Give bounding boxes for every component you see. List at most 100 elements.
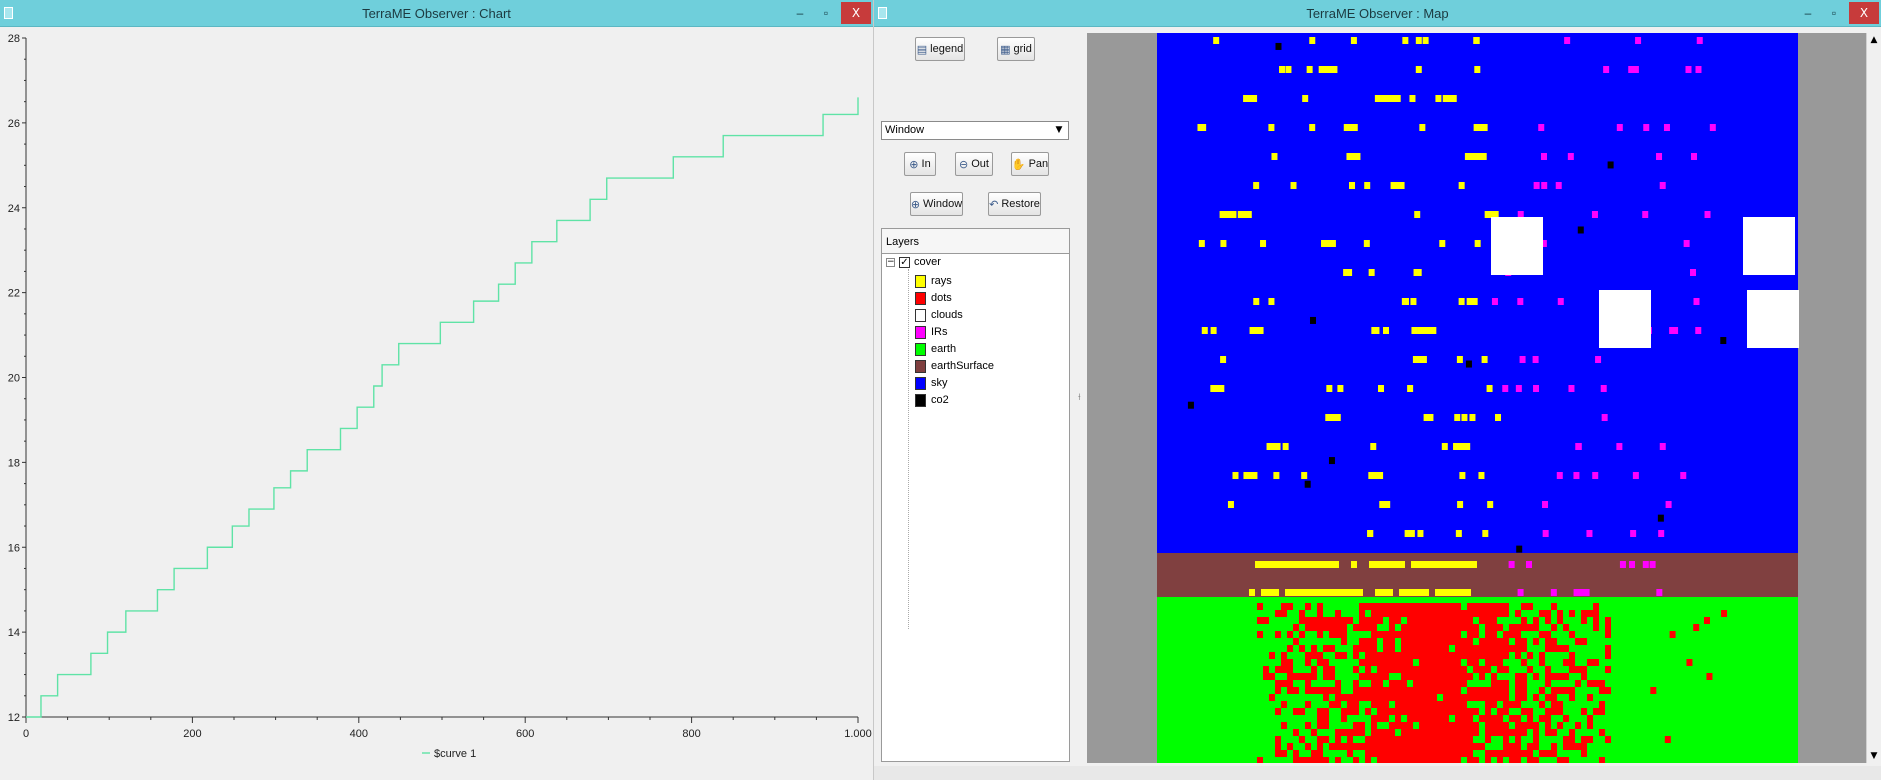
ray-cell [1197,124,1204,131]
earth-region [1157,597,1798,763]
dot-cell [1455,638,1461,645]
dot-cell [1485,666,1491,673]
dot-cell [1317,652,1323,659]
dot-cell [1317,687,1323,694]
zoom-in-button[interactable]: ⊕ In [904,152,936,176]
scroll-down-icon[interactable]: ▼ [1870,751,1878,761]
collapse-icon[interactable]: − [886,256,895,267]
layer-item-dots[interactable]: dots [915,290,952,306]
layer-checkbox[interactable]: ✓ [899,256,910,268]
close-button[interactable]: X [1849,2,1879,24]
dot-cell [1425,631,1431,638]
dot-cell [1425,617,1431,624]
layer-tree-root[interactable]: − ✓ cover [886,256,941,268]
dot-cell [1569,652,1575,659]
legend-button[interactable]: ▤ legend [915,37,965,61]
dot-cell [1551,687,1557,694]
layer-item-rays[interactable]: rays [915,273,952,289]
ray-cell [1447,561,1453,568]
layer-item-IRs[interactable]: IRs [915,324,948,340]
restore-button[interactable]: ↶ Restore [988,192,1041,216]
window-menu-icon[interactable] [4,7,13,19]
dot-cell [1425,624,1431,631]
ray-cell [1383,327,1390,334]
dot-cell [1563,743,1569,750]
zoom-mode-select[interactable]: Window ▼ [881,121,1069,140]
dot-cell [1323,666,1329,673]
dot-cell [1533,694,1539,701]
ray-cell [1459,561,1465,568]
dot-cell [1455,694,1461,701]
close-button[interactable]: X [841,2,871,24]
minimize-button[interactable]: – [1804,6,1812,20]
dot-cell [1347,617,1353,624]
ray-cell [1285,66,1292,73]
ray-cell [1386,95,1401,102]
dot-cell [1407,743,1413,750]
ir-cell [1649,561,1656,568]
dot-cell [1365,603,1371,610]
layer-item-earth[interactable]: earth [915,341,956,357]
dot-cell [1383,750,1389,757]
chevron-down-icon[interactable]: ▼ [1055,125,1063,135]
dot-cell [1377,603,1383,610]
restore-window-button[interactable]: ▫ [823,6,829,20]
dot-cell [1563,624,1569,631]
dot-cell [1545,673,1551,680]
dot-cell [1485,715,1491,722]
zoom-out-button[interactable]: ⊖ Out [955,152,993,176]
zoom-window-button[interactable]: ⊕ Window [910,192,963,216]
dot-cell [1497,666,1503,673]
layer-item-earthSurface[interactable]: earthSurface [915,358,994,374]
dot-cell [1491,694,1497,701]
dot-cell [1515,624,1521,631]
dot-cell [1545,715,1551,722]
grid-button[interactable]: ▦ grid [997,37,1035,61]
dot-cell [1281,603,1287,610]
ray-cell [1350,37,1357,44]
dot-cell [1419,680,1425,687]
splitter-handle-icon[interactable]: ⟊ [1078,392,1081,403]
dot-cell [1329,631,1335,638]
ray-cell [1243,472,1258,479]
ir-cell [1658,530,1665,537]
ray-cell [1381,561,1387,568]
dot-cell [1359,687,1365,694]
map-canvas[interactable] [1087,33,1866,763]
dot-cell [1515,750,1521,757]
layer-item-clouds[interactable]: clouds [915,307,963,323]
dot-cell [1515,687,1521,694]
dot-cell [1263,666,1269,673]
ray-cell [1321,561,1327,568]
dot-cell [1401,729,1407,736]
map-vertical-scrollbar[interactable]: ▲ ▼ [1866,33,1881,763]
dot-cell [1407,666,1413,673]
dot-cell [1509,757,1515,763]
dot-cell [1275,736,1281,743]
dot-cell [1593,624,1599,631]
dot-cell [1311,666,1317,673]
dot-cell [1359,624,1365,631]
dot-cell [1443,694,1449,701]
dot-cell [1545,638,1551,645]
layer-item-sky[interactable]: sky [915,375,948,391]
dot-cell [1491,631,1497,638]
restore-window-button[interactable]: ▫ [1831,6,1837,20]
dot-cell [1341,729,1347,736]
ray-cell [1410,298,1417,305]
window-menu-icon[interactable] [878,7,887,19]
map-titlebar[interactable]: TerraME Observer : Map – ▫ X [874,0,1881,27]
dot-cell [1287,666,1293,673]
layer-item-co2[interactable]: co2 [915,392,949,408]
dot-cell [1509,631,1515,638]
ray-cell [1481,356,1488,363]
dot-cell [1437,680,1443,687]
ray-cell [1465,561,1471,568]
dot-cell [1461,666,1467,673]
ray-cell [1417,530,1424,537]
scroll-up-icon[interactable]: ▲ [1870,35,1878,45]
layer-label: dots [931,292,952,304]
pan-button[interactable]: ✋ Pan [1011,152,1049,176]
chart-titlebar[interactable]: TerraME Observer : Chart – ▫ X [0,0,873,27]
minimize-button[interactable]: – [796,6,804,20]
